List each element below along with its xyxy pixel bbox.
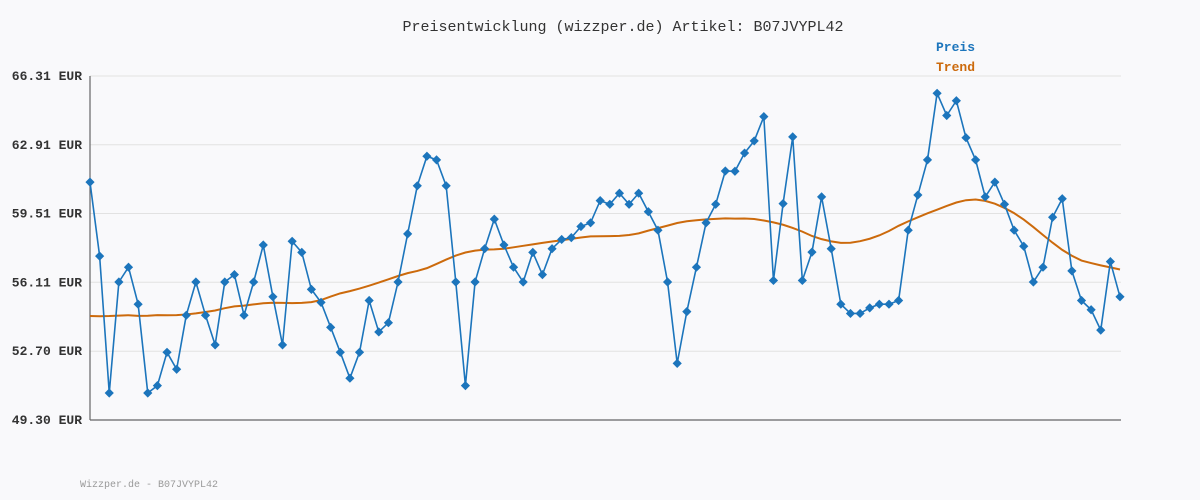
svg-text:59.51 EUR: 59.51 EUR	[12, 207, 82, 222]
svg-text:56.11 EUR: 56.11 EUR	[12, 275, 82, 290]
svg-text:62.91 EUR: 62.91 EUR	[12, 138, 82, 153]
svg-text:49.30 EUR: 49.30 EUR	[12, 413, 82, 428]
svg-text:52.70 EUR: 52.70 EUR	[12, 344, 82, 359]
svg-text:66.31 EUR: 66.31 EUR	[12, 69, 82, 84]
